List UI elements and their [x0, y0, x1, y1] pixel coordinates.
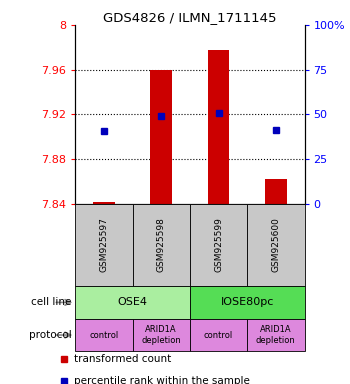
Bar — [75, 319, 133, 351]
Text: GSM925600: GSM925600 — [271, 217, 280, 272]
Title: GDS4826 / ILMN_1711145: GDS4826 / ILMN_1711145 — [103, 11, 276, 24]
Bar — [150, 70, 172, 204]
Text: GSM925598: GSM925598 — [157, 217, 166, 272]
Bar — [75, 286, 190, 319]
Text: percentile rank within the sample: percentile rank within the sample — [74, 376, 250, 384]
Bar — [75, 204, 133, 286]
Bar — [190, 319, 247, 351]
Bar — [208, 50, 229, 204]
Text: control: control — [89, 331, 119, 339]
Text: transformed count: transformed count — [74, 354, 171, 364]
Text: ARID1A
depletion: ARID1A depletion — [256, 325, 296, 345]
Text: ARID1A
depletion: ARID1A depletion — [141, 325, 181, 345]
Text: GSM925597: GSM925597 — [99, 217, 108, 272]
Text: OSE4: OSE4 — [118, 297, 148, 308]
Bar — [265, 179, 287, 204]
Bar — [247, 319, 304, 351]
Text: control: control — [204, 331, 233, 339]
Bar — [133, 319, 190, 351]
Bar — [190, 286, 304, 319]
Bar — [190, 204, 247, 286]
Text: protocol: protocol — [29, 330, 72, 340]
Text: cell line: cell line — [32, 297, 72, 308]
Bar — [247, 204, 304, 286]
Bar — [133, 204, 190, 286]
Text: GSM925599: GSM925599 — [214, 217, 223, 272]
Bar — [93, 202, 115, 204]
Text: IOSE80pc: IOSE80pc — [220, 297, 274, 308]
